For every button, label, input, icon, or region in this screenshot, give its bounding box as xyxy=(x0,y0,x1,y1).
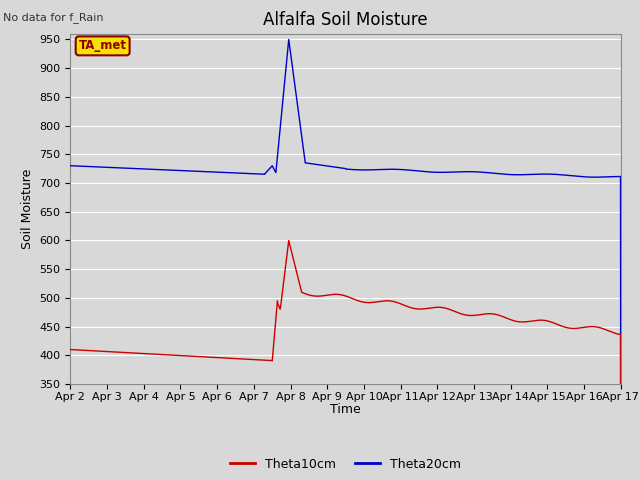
Text: No data for f_Rain: No data for f_Rain xyxy=(3,12,104,23)
X-axis label: Time: Time xyxy=(330,403,361,416)
Title: Alfalfa Soil Moisture: Alfalfa Soil Moisture xyxy=(263,11,428,29)
Y-axis label: Soil Moisture: Soil Moisture xyxy=(21,168,34,249)
Text: TA_met: TA_met xyxy=(79,39,127,52)
Legend: Theta10cm, Theta20cm: Theta10cm, Theta20cm xyxy=(225,453,466,476)
